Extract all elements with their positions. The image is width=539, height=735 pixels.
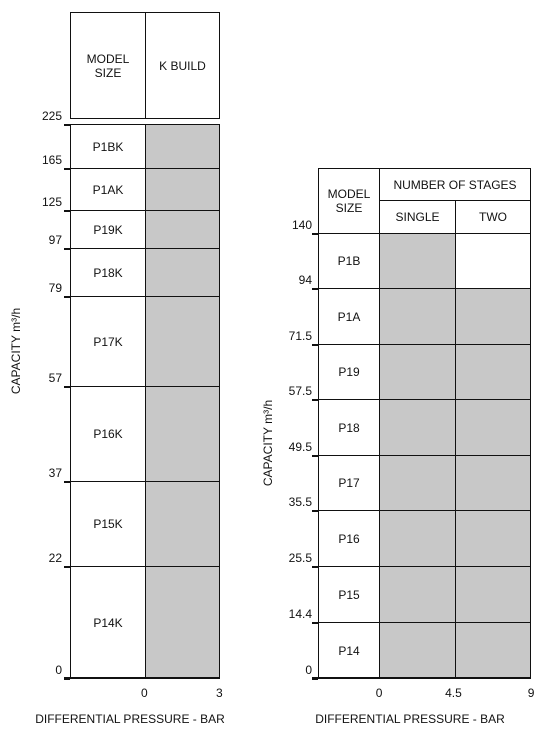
left-y-tick-label: 0: [55, 663, 62, 677]
right-single-stage-cell: [379, 344, 456, 400]
left-y-tick-label: 37: [48, 466, 62, 480]
left-k-build-cell: [145, 296, 220, 387]
right-two-stage-cell: [455, 288, 531, 345]
right-y-tick-label: 140: [291, 218, 312, 232]
right-y-tick: [312, 344, 318, 346]
left-y-tick-label: 79: [48, 281, 62, 295]
left-y-tick-label: 165: [41, 153, 62, 167]
right-y-tick: [312, 678, 318, 680]
right-y-tick: [312, 455, 318, 457]
right-model-cell: P14: [318, 622, 380, 679]
right-x-tick-label: 9: [527, 686, 535, 700]
left-model-cell: P1AK: [70, 168, 146, 211]
left-k-build-cell: [145, 168, 220, 211]
right-single-stage-cell: [379, 399, 456, 456]
right-model-cell: P19: [318, 344, 380, 400]
right-y-tick: [312, 233, 318, 235]
left-y-tick: [64, 124, 70, 126]
left-y-tick: [64, 168, 70, 170]
right-y-tick-label: 14.4: [288, 607, 312, 621]
right-y-tick-label: 71.5: [288, 329, 312, 343]
right-x-axis: [312, 677, 531, 679]
right-model-cell: P18: [318, 399, 380, 456]
left-y-tick-label: 57: [48, 371, 62, 385]
right-two-stage-cell: [455, 566, 531, 623]
left-y-tick: [64, 210, 70, 212]
right-two-stage-cell: [455, 399, 531, 456]
left-y-tick: [64, 678, 70, 680]
right-single-stage-cell: [379, 566, 456, 623]
left-k-build-cell: [145, 481, 220, 567]
right-header-model-size: MODEL SIZE: [318, 168, 380, 234]
right-header-single: SINGLE: [379, 200, 456, 234]
left-k-build-cell: [145, 210, 220, 249]
left-k-build-cell: [145, 566, 220, 679]
left-x-tick-label: 3: [216, 686, 223, 700]
left-model-cell: P1BK: [70, 124, 146, 169]
right-model-cell: P16: [318, 510, 380, 567]
right-header-stages: NUMBER OF STAGES: [379, 168, 531, 201]
right-model-cell: P17: [318, 455, 380, 511]
left-x-axis-label: DIFFERENTIAL PRESSURE - BAR: [35, 712, 225, 726]
right-y-tick-label: 25.5: [288, 551, 312, 565]
right-x-tick-label: 4.5: [445, 686, 462, 700]
left-model-cell: P19K: [70, 210, 146, 249]
right-y-tick-label: 0: [305, 663, 312, 677]
right-y-tick: [312, 510, 318, 512]
left-y-tick-label: 22: [48, 551, 62, 565]
right-y-tick-label: 94: [298, 273, 312, 287]
left-y-tick: [64, 481, 70, 483]
left-y-tick: [64, 248, 70, 250]
left-header-build: K BUILD: [145, 12, 220, 119]
right-x-axis-label: DIFFERENTIAL PRESSURE - BAR: [315, 712, 505, 726]
right-y-tick: [312, 288, 318, 290]
right-single-stage-cell: [379, 510, 456, 567]
left-k-build-cell: [145, 124, 220, 169]
right-two-stage-cell: [455, 622, 531, 679]
right-header-two: TWO: [455, 200, 531, 234]
right-y-tick-label: 49.5: [288, 440, 312, 454]
right-y-tick: [312, 399, 318, 401]
left-y-tick: [64, 386, 70, 388]
left-y-tick: [64, 296, 70, 298]
right-model-cell: P1B: [318, 233, 380, 289]
left-y-tick: [64, 566, 70, 568]
left-y-tick-label: 125: [41, 195, 62, 209]
right-model-cell: P15: [318, 566, 380, 623]
left-model-cell: P15K: [70, 481, 146, 567]
left-model-cell: P16K: [70, 386, 146, 482]
right-two-stage-cell: [455, 455, 531, 511]
right-x-tick-label: 0: [375, 686, 383, 700]
right-model-cell: P1A: [318, 288, 380, 345]
left-k-build-cell: [145, 248, 220, 297]
right-y-tick-label: 57.5: [288, 384, 312, 398]
right-two-stage-cell: [455, 233, 531, 289]
left-k-build-cell: [145, 386, 220, 482]
left-model-cell: P14K: [70, 566, 146, 679]
left-model-cell: P18K: [70, 248, 146, 297]
right-y-tick: [312, 566, 318, 568]
right-two-stage-cell: [455, 510, 531, 567]
left-y-tick-label: 225: [41, 109, 62, 123]
right-y-tick-label: 35.5: [288, 495, 312, 509]
right-single-stage-cell: [379, 233, 456, 289]
right-single-stage-cell: [379, 622, 456, 679]
right-two-stage-cell: [455, 344, 531, 400]
right-y-tick: [312, 622, 318, 624]
left-y-axis-label: CAPACITY m³/h: [9, 307, 23, 395]
left-y-tick-label: 97: [48, 233, 62, 247]
right-single-stage-cell: [379, 288, 456, 345]
left-x-tick-label: 0: [141, 686, 148, 700]
left-model-cell: P17K: [70, 296, 146, 387]
left-x-axis: [64, 677, 220, 679]
left-header-model-size: MODEL SIZE: [70, 12, 146, 119]
right-single-stage-cell: [379, 455, 456, 511]
